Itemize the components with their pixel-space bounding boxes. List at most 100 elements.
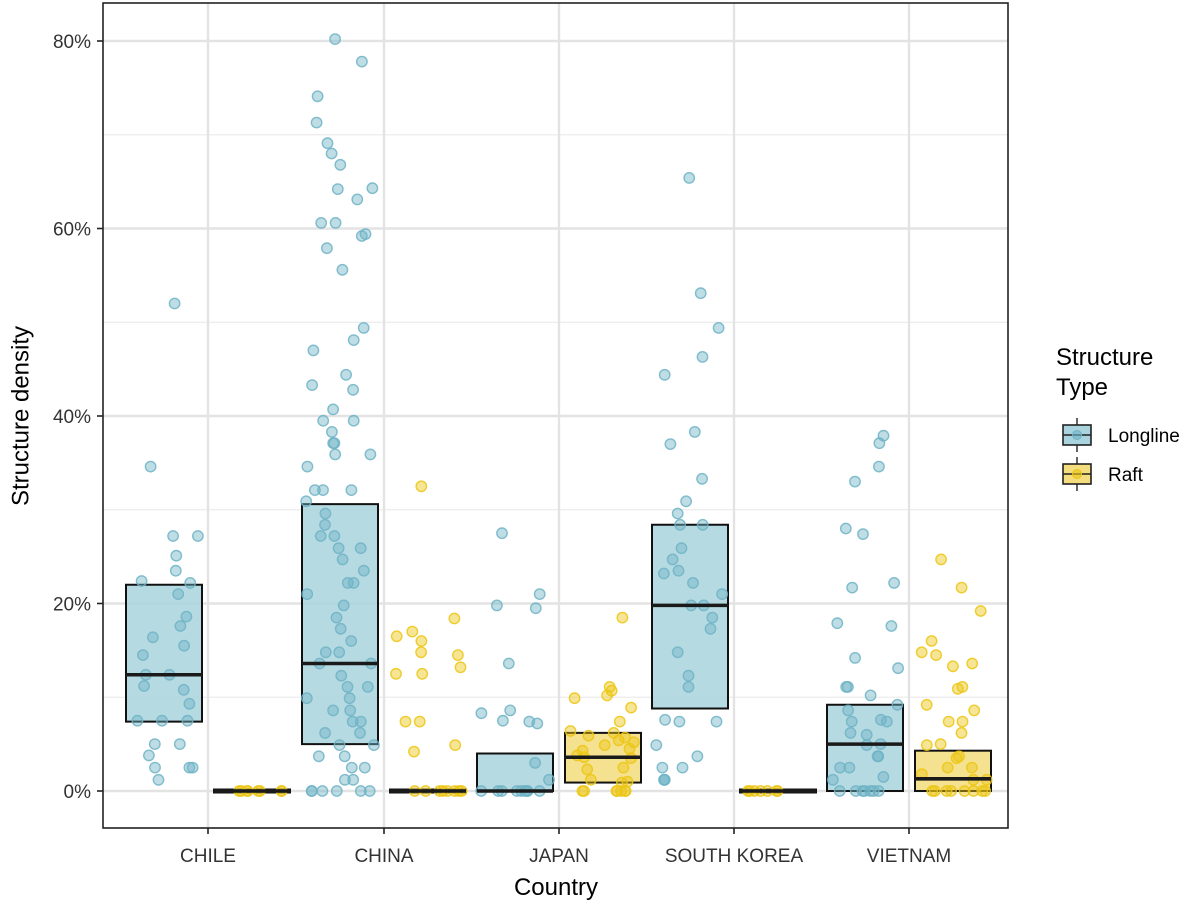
data-point [178, 639, 191, 652]
data-point [358, 761, 371, 774]
data-point [334, 622, 347, 635]
data-point [968, 704, 981, 717]
data-point [345, 761, 358, 774]
data-point [877, 771, 890, 783]
data-point [346, 715, 359, 728]
data-point [490, 599, 503, 612]
data-point [619, 731, 631, 744]
data-point [696, 472, 708, 485]
gridlines [103, 3, 1008, 828]
data-point [942, 715, 955, 728]
data-point [174, 620, 187, 632]
data-point [659, 713, 671, 726]
data-point [531, 717, 544, 730]
data-point [716, 588, 728, 600]
data-point [354, 785, 367, 797]
data-point [671, 646, 684, 659]
data-point [598, 739, 611, 751]
data-point [181, 714, 194, 727]
data-point [343, 692, 356, 705]
data-point [317, 484, 329, 496]
data-point [671, 507, 684, 520]
data-point [355, 230, 368, 242]
data-point [966, 657, 979, 670]
data-point [347, 577, 360, 589]
data-point [167, 530, 180, 542]
data-point [650, 739, 663, 751]
data-point [338, 750, 351, 763]
data-point [184, 577, 197, 589]
data-point [658, 368, 671, 381]
data-point [321, 137, 334, 150]
data-point [329, 33, 341, 45]
data-point [930, 649, 942, 661]
legend-key-point [1072, 469, 1082, 479]
data-point [170, 549, 183, 562]
data-point [332, 542, 345, 555]
data-point [834, 761, 846, 774]
data-point [682, 681, 695, 693]
data-point [319, 518, 331, 531]
data-point [331, 183, 344, 196]
data-point [415, 646, 427, 659]
data-point [617, 761, 630, 774]
y-tick-label: 0% [64, 782, 92, 803]
data-point [354, 542, 367, 555]
data-point [578, 785, 591, 797]
data-point [833, 785, 846, 797]
data-point [311, 90, 324, 103]
data-point [325, 425, 338, 438]
data-point [330, 611, 343, 624]
x-tick-label: JAPAN [529, 846, 589, 867]
data-point [920, 698, 933, 711]
data-point [979, 785, 992, 797]
data-point [843, 761, 856, 774]
data-point [564, 725, 577, 737]
box-longline-south-korea [651, 523, 729, 710]
data-point [314, 530, 327, 542]
data-point [496, 714, 509, 727]
data-point [319, 507, 332, 520]
data-point [581, 763, 594, 776]
data-point [543, 773, 555, 786]
data-point [307, 344, 320, 357]
data-point [191, 530, 204, 542]
data-point [310, 116, 323, 129]
data-point [664, 438, 677, 450]
data-point [172, 588, 185, 600]
data-point [454, 661, 467, 674]
data-point [312, 750, 325, 763]
box-longline-vietnam [826, 703, 904, 792]
x-tick-label: CHINA [354, 846, 413, 867]
data-point [891, 698, 904, 711]
data-point [947, 660, 959, 673]
data-point [301, 588, 314, 600]
data-point [839, 522, 852, 535]
data-point [366, 182, 379, 195]
data-point [623, 742, 636, 755]
y-axis: 0% 20% 40% 60% 80% [53, 32, 103, 803]
data-point [186, 761, 199, 774]
data-point [611, 785, 623, 797]
data-point [533, 588, 546, 600]
data-point [325, 147, 338, 160]
data-point [568, 692, 581, 705]
data-point [925, 635, 938, 647]
data-point [347, 383, 359, 396]
data-point [704, 622, 717, 635]
data-point [956, 715, 969, 728]
data-point [958, 785, 971, 797]
data-point [885, 620, 898, 632]
jitter-points [131, 33, 993, 797]
data-point [920, 739, 933, 751]
data-point [333, 646, 346, 659]
data-point [319, 646, 332, 659]
data-point [357, 564, 370, 577]
data-point [658, 567, 670, 580]
data-point [694, 287, 707, 300]
data-point [149, 761, 161, 774]
data-point [680, 495, 692, 508]
legend-title-line-1: Structure [1056, 344, 1153, 371]
median-lines [126, 603, 991, 793]
